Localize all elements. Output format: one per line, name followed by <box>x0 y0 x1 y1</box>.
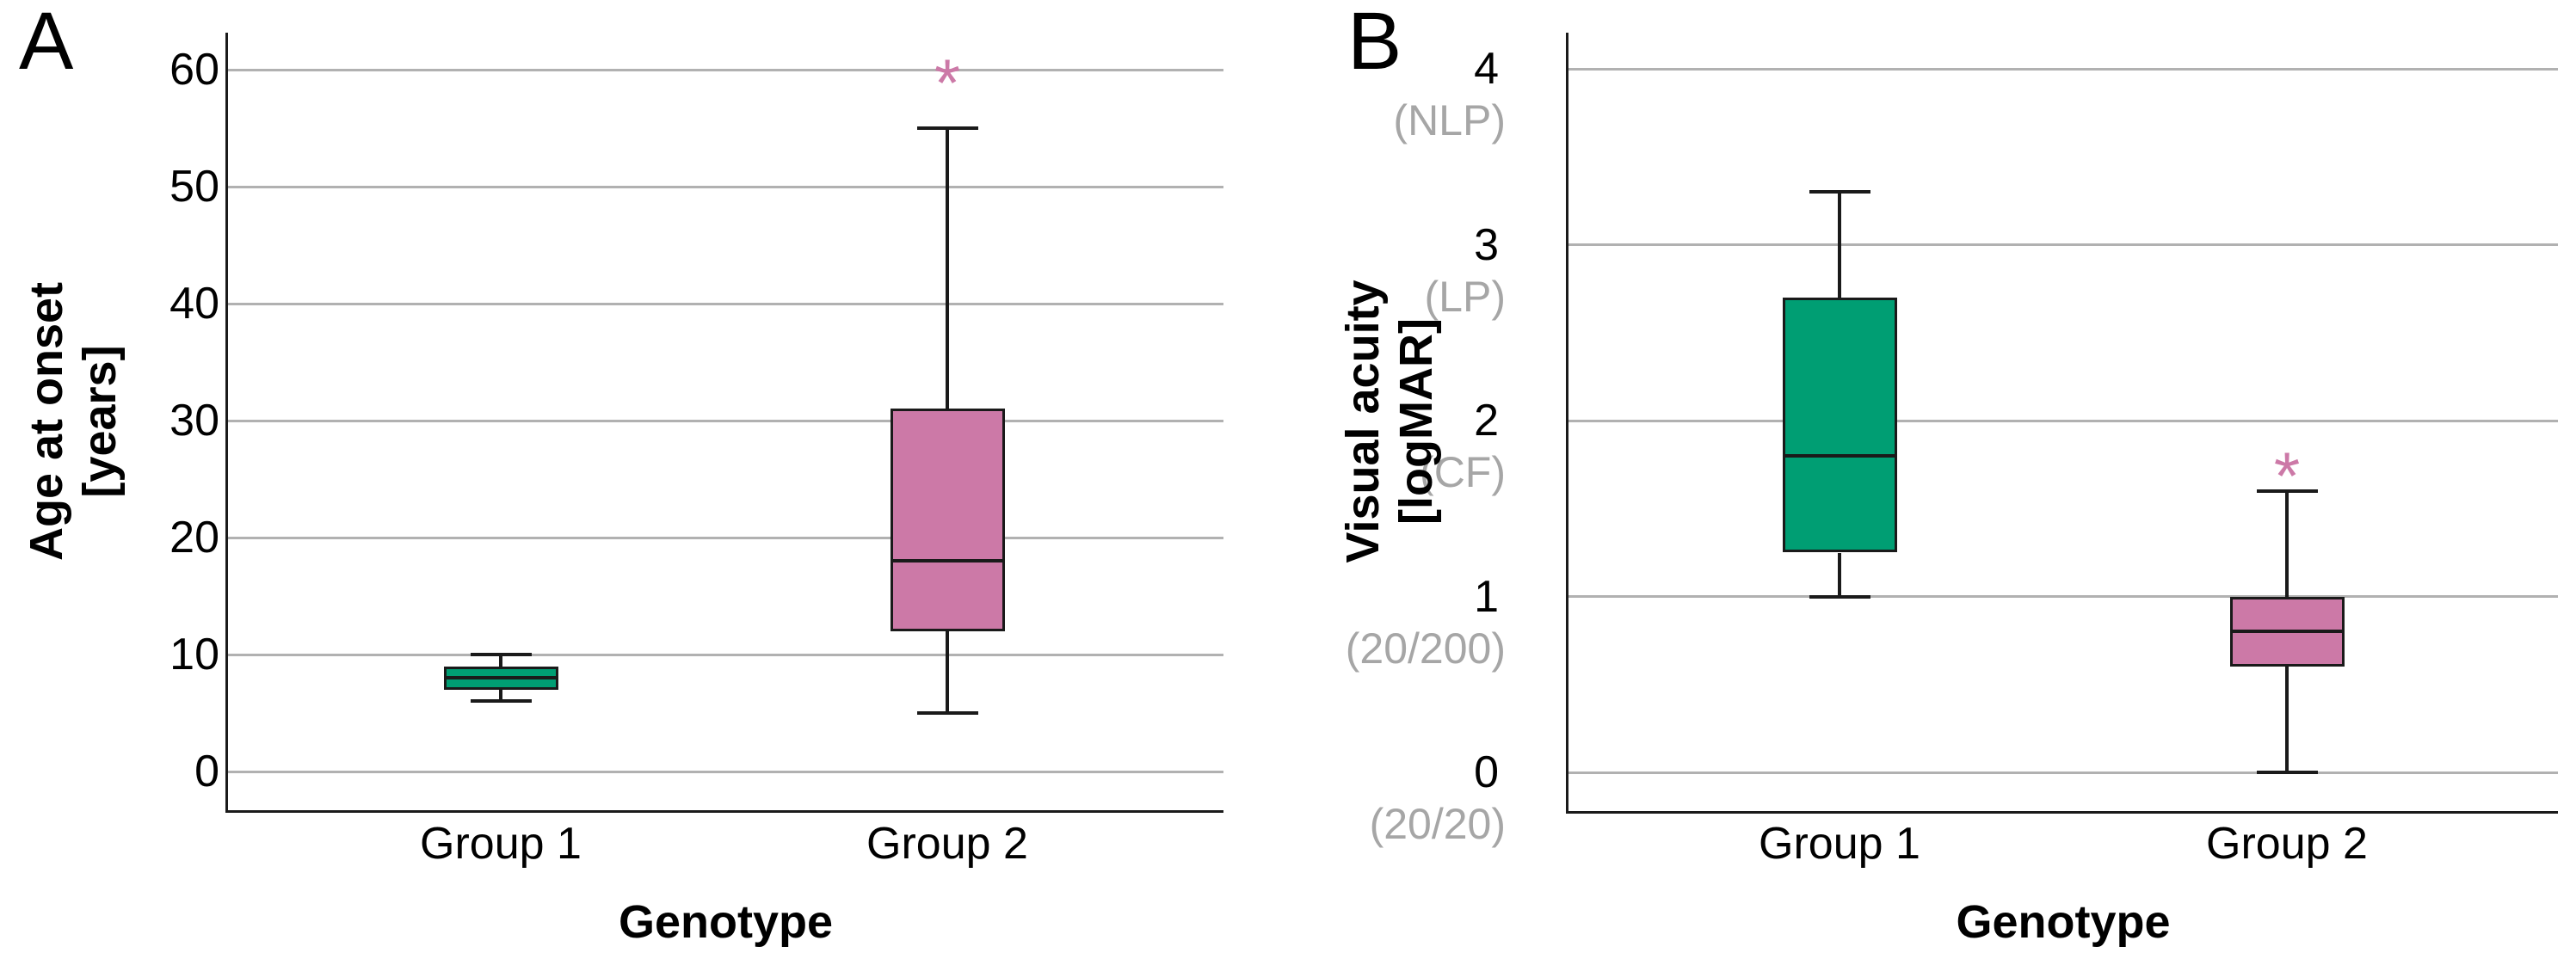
y-tick-secondary-label: (20/200) <box>1345 624 1506 673</box>
gridline <box>1568 419 2558 422</box>
box-group-1 <box>1782 298 1897 553</box>
gridline <box>228 536 1223 539</box>
whisker-cap-upper <box>916 126 978 130</box>
x-axis-title: Genotype <box>618 896 834 948</box>
y-tick-secondary-label: (NLP) <box>1393 96 1506 145</box>
gridline <box>1568 67 2558 71</box>
median-line <box>1784 454 1895 458</box>
gridline <box>1568 771 2558 774</box>
y-tick-label: 0 <box>194 747 219 796</box>
y-axis-title: Visual acuity [logMAR] <box>1337 280 1442 563</box>
whisker-cap-upper <box>1809 190 1870 194</box>
panel-letter: B <box>1347 0 1402 87</box>
x-axis-title: Genotype <box>1956 896 2171 948</box>
y-tick-label: 2 <box>1474 396 1499 446</box>
gridline <box>1568 595 2558 599</box>
median-line <box>892 559 1002 563</box>
x-category-label: Group 1 <box>420 819 582 869</box>
gridline <box>228 185 1223 188</box>
x-axis-line <box>225 810 1223 813</box>
whisker-cap-lower <box>1809 594 1870 599</box>
whisker-cap-lower <box>916 711 978 715</box>
gridline <box>228 302 1223 305</box>
gridline <box>228 68 1223 71</box>
whisker-cap-upper <box>2256 489 2318 493</box>
y-tick-label: 20 <box>169 513 219 562</box>
whisker-stem-upper <box>2285 490 2289 597</box>
y-axis-line <box>225 33 228 813</box>
y-tick-label: 50 <box>169 162 219 212</box>
median-line <box>446 676 556 680</box>
y-tick-secondary-label: (LP) <box>1424 272 1506 321</box>
y-tick-label: 3 <box>1474 219 1499 270</box>
box-group-2 <box>890 409 1005 631</box>
whisker-stem-lower <box>2285 667 2289 772</box>
whisker-stem-upper <box>1838 192 1841 298</box>
whisker-stem-upper <box>946 128 949 409</box>
whisker-cap-lower <box>2256 771 2318 774</box>
y-tick-label: 0 <box>1474 747 1499 797</box>
y-tick-label: 60 <box>169 45 219 95</box>
whisker-cap-lower <box>470 699 532 704</box>
gridline <box>228 419 1223 422</box>
y-tick-label: 4 <box>1474 44 1499 95</box>
whisker-stem-lower <box>946 630 949 713</box>
whisker-cap-upper <box>470 653 532 656</box>
y-tick-label: 1 <box>1474 571 1499 622</box>
y-tick-secondary-label: (20/20) <box>1369 800 1506 848</box>
x-axis-line <box>1566 811 2558 814</box>
panel-letter: A <box>19 0 74 87</box>
y-axis-line <box>1566 33 1568 814</box>
y-tick-label: 10 <box>169 630 219 679</box>
significance-asterisk: * <box>2273 438 2301 514</box>
whisker-stem-lower <box>499 689 502 702</box>
gridline <box>228 653 1223 656</box>
median-line <box>2232 630 2342 634</box>
x-category-label: Group 1 <box>1759 819 1920 869</box>
x-category-label: Group 2 <box>2206 819 2368 869</box>
y-tick-secondary-label: (CF) <box>1420 448 1506 497</box>
y-axis-title: Age at onset [years] <box>21 281 126 562</box>
significance-asterisk: * <box>934 45 961 120</box>
gridline <box>1568 243 2558 247</box>
x-category-label: Group 2 <box>866 819 1028 869</box>
y-tick-label: 40 <box>169 279 219 329</box>
gridline <box>228 770 1223 773</box>
y-tick-label: 30 <box>169 396 219 446</box>
whisker-stem-lower <box>1838 552 1841 597</box>
whisker-stem-upper <box>499 655 502 667</box>
